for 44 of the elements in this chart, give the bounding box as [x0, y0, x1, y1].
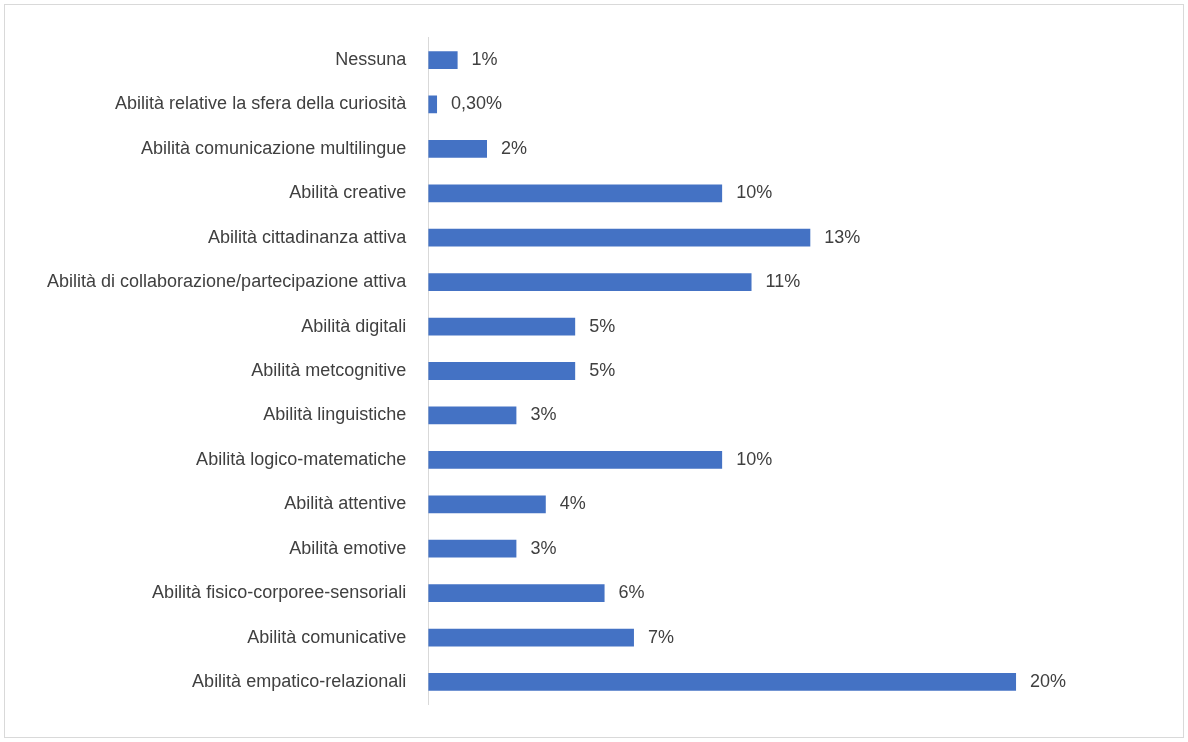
y-tick-label: Abilità relative la sfera della curiosità — [115, 93, 408, 114]
bar — [428, 495, 546, 514]
y-tick-label: Abilità empatico-relazionali — [192, 670, 407, 691]
data-label: 11% — [765, 271, 801, 292]
y-tick-label: Abilità creative — [289, 182, 407, 203]
y-tick-label: Abilità linguistiche — [263, 404, 407, 425]
data-label: 20% — [1030, 670, 1067, 691]
bar — [428, 51, 458, 69]
y-tick-label: Abilità metcognitive — [251, 359, 407, 380]
bar — [428, 406, 517, 425]
data-label: 0,30% — [451, 93, 503, 114]
y-tick-label: Abilità fisico-corporee-sensoriali — [152, 582, 407, 603]
bar — [428, 228, 811, 247]
data-label: 2% — [501, 137, 528, 158]
data-label: 7% — [647, 626, 674, 647]
bar — [428, 628, 634, 647]
bar — [428, 362, 576, 380]
bar — [428, 450, 723, 469]
bar — [428, 139, 487, 158]
bar — [428, 273, 752, 292]
y-tick-label: Abilità comunicazione multilingue — [141, 137, 407, 158]
data-label: 5% — [589, 359, 616, 380]
data-label: 4% — [559, 493, 586, 514]
bar — [428, 539, 517, 558]
y-tick-label: Nessuna — [335, 48, 408, 69]
data-label: 1% — [471, 48, 498, 69]
y-tick-label: Abilità di collaborazione/partecipazione attiva — [47, 271, 408, 292]
y-tick-label: Abilità digitali — [301, 315, 407, 336]
data-label: 5% — [589, 315, 616, 336]
data-label: 6% — [618, 582, 645, 603]
y-tick-label: Abilità attentive — [284, 493, 407, 514]
data-label: 3% — [530, 404, 557, 425]
data-label: 10% — [736, 182, 773, 203]
y-tick-label: Abilità comunicative — [247, 626, 407, 647]
y-tick-label: Abilità logico-matematiche — [196, 448, 407, 469]
y-tick-label: Abilità emotive — [289, 537, 407, 558]
data-label: 13% — [824, 226, 861, 247]
bar — [428, 317, 576, 336]
bar — [428, 184, 723, 203]
y-tick-label: Abilità cittadinanza attiva — [208, 226, 408, 247]
data-label: 10% — [736, 448, 773, 469]
bar — [428, 673, 1017, 691]
bar — [428, 584, 605, 603]
data-label: 3% — [530, 537, 557, 558]
